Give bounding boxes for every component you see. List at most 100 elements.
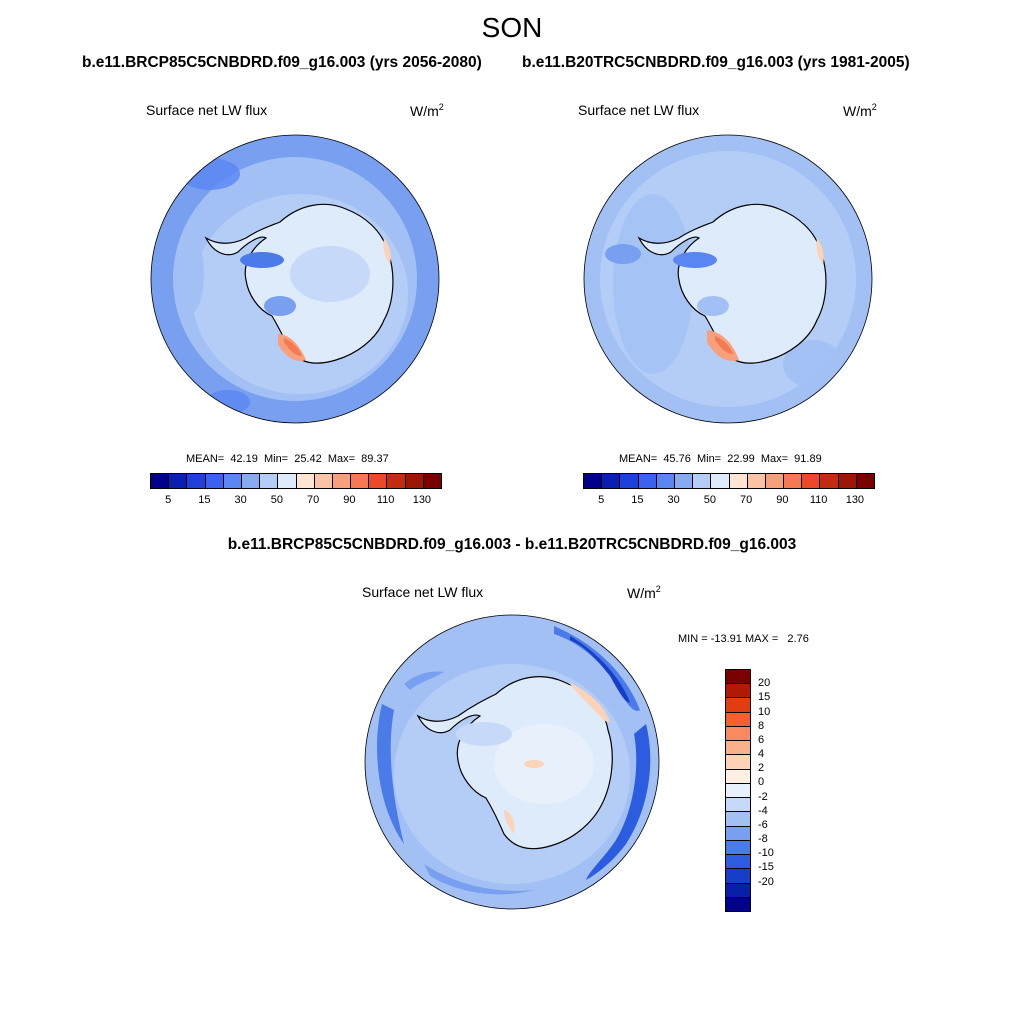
colorbar-tick-label: 4	[758, 748, 765, 761]
colorbar-tick-label: 90	[343, 494, 356, 506]
stats-left: MEAN= 42.19 Min= 25.42 Max= 89.37	[186, 453, 389, 465]
case-title-right: b.e11.B20TRC5CNBDRD.f09_g16.003 (yrs 198…	[522, 54, 910, 71]
colorbar-tick-label: 90	[776, 494, 789, 506]
colorbar-tick-label: 6	[758, 733, 765, 746]
colorbar-swatch	[278, 474, 297, 488]
units-label-diff: W/m2	[627, 584, 661, 601]
variable-label-right: Surface net LW flux	[578, 102, 700, 118]
colorbar-swatch	[369, 474, 388, 488]
colorbar-swatch	[423, 474, 441, 488]
polar-map-right	[583, 134, 873, 424]
colorbar-ticks-left: 5 15 30 50 70 90 110 130	[150, 494, 440, 508]
colorbar-swatch	[674, 474, 694, 488]
colorbar-swatch	[584, 474, 603, 488]
colorbar-swatch	[296, 474, 315, 488]
colorbar-tick-label: -2	[758, 790, 768, 803]
colorbar-tick-label: -8	[758, 833, 768, 846]
colorbar-tick-label: -20	[758, 875, 774, 888]
colorbar-ticks-diff: 20 15 10 8 6 4 2 0 -2 -4 -6 -8 -10 -15 -20	[758, 669, 798, 910]
colorbar-swatch	[726, 670, 750, 685]
colorbar-swatch	[802, 474, 821, 488]
colorbar-swatch	[726, 869, 750, 884]
colorbar-ticks-right: 5 15 30 50 70 90 110 130	[583, 494, 873, 508]
case-title-left: b.e11.BRCP85C5CNBDRD.f09_g16.003 (yrs 20…	[82, 54, 482, 71]
colorbar-left	[150, 473, 442, 489]
colorbar-tick-label: 30	[234, 494, 247, 506]
stats-diff: MIN = -13.91 MAX = 2.76	[678, 633, 809, 645]
colorbar-tick-label: 130	[412, 494, 432, 506]
colorbar-tick-label: 110	[809, 494, 828, 506]
colorbar-swatch	[726, 812, 750, 827]
colorbar-swatch	[726, 798, 750, 813]
colorbar-tick-label: 5	[165, 494, 172, 506]
colorbar-swatch	[726, 855, 750, 870]
colorbar-swatch	[405, 474, 424, 488]
colorbar-swatch	[241, 474, 261, 488]
colorbar-swatch	[820, 474, 839, 488]
colorbar-swatch	[726, 755, 750, 770]
colorbar-tick-label: 50	[270, 494, 283, 506]
colorbar-swatch	[205, 474, 224, 488]
colorbar-tick-label: 15	[631, 494, 644, 506]
colorbar-swatch	[726, 840, 750, 856]
colorbar-swatch	[151, 474, 170, 488]
colorbar-swatch	[726, 698, 750, 713]
colorbar-swatch	[726, 741, 750, 756]
variable-label-diff: Surface net LW flux	[362, 584, 484, 600]
colorbar-tick-label: -15	[758, 861, 774, 874]
colorbar-swatch	[726, 883, 750, 898]
colorbar-swatch	[726, 712, 750, 727]
colorbar-swatch	[169, 474, 188, 488]
colorbar-swatch	[856, 474, 874, 488]
units-label-right: W/m2	[843, 102, 877, 119]
colorbar-tick-label: 30	[667, 494, 680, 506]
colorbar-swatch	[187, 474, 206, 488]
diff-case-title: b.e11.BRCP85C5CNBDRD.f09_g16.003 - b.e11…	[227, 536, 797, 553]
colorbar-tick-label: 70	[307, 494, 320, 506]
colorbar-swatch	[620, 474, 639, 488]
colorbar-swatch	[726, 726, 750, 742]
colorbar-swatch	[726, 826, 750, 841]
stats-right: MEAN= 45.76 Min= 22.99 Max= 91.89	[619, 453, 822, 465]
colorbar-swatch	[223, 474, 242, 488]
colorbar-swatch	[260, 474, 279, 488]
colorbar-tick-label: 10	[758, 705, 771, 718]
season-title: SON	[481, 12, 543, 43]
colorbar-swatch	[351, 474, 370, 488]
colorbar-swatch	[387, 474, 406, 488]
variable-label-left: Surface net LW flux	[146, 102, 268, 118]
colorbar-tick-label: 15	[198, 494, 211, 506]
colorbar-tick-label: 0	[758, 776, 765, 789]
colorbar-tick-label: 110	[376, 494, 395, 506]
colorbar-tick-label: 130	[845, 494, 865, 506]
colorbar-swatch	[656, 474, 675, 488]
polar-map-diff	[364, 614, 660, 910]
colorbar-right	[583, 473, 875, 489]
colorbar-swatch	[711, 474, 730, 488]
colorbar-tick-label: 50	[703, 494, 716, 506]
polar-map-left	[150, 134, 440, 424]
colorbar-swatch	[726, 769, 750, 784]
colorbar-swatch	[838, 474, 857, 488]
colorbar-swatch	[332, 474, 352, 488]
colorbar-swatch	[314, 474, 333, 488]
colorbar-diff	[725, 669, 751, 912]
colorbar-swatch	[602, 474, 621, 488]
colorbar-swatch	[726, 783, 750, 799]
colorbar-tick-label: 20	[758, 677, 771, 690]
colorbar-tick-label: 5	[598, 494, 605, 506]
colorbar-swatch	[638, 474, 657, 488]
colorbar-swatch	[729, 474, 748, 488]
colorbar-tick-label: 8	[758, 719, 765, 732]
colorbar-swatch	[726, 684, 750, 699]
colorbar-swatch	[693, 474, 712, 488]
colorbar-tick-label: 15	[758, 691, 771, 704]
colorbar-swatch	[765, 474, 785, 488]
colorbar-tick-label: 70	[740, 494, 753, 506]
colorbar-swatch	[784, 474, 803, 488]
colorbar-tick-label: -4	[758, 804, 768, 817]
colorbar-swatch	[726, 897, 750, 911]
colorbar-tick-label: 2	[758, 762, 765, 775]
units-label-left: W/m2	[410, 102, 444, 119]
colorbar-swatch	[747, 474, 766, 488]
